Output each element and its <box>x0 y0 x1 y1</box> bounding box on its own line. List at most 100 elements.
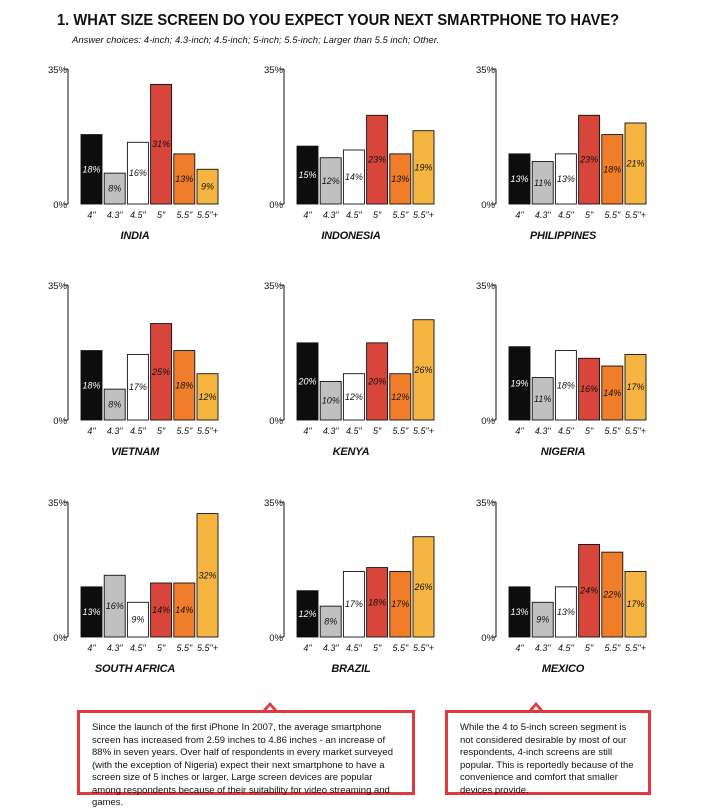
bar <box>531 377 554 421</box>
bar-value-label: 16% <box>106 601 124 611</box>
y-tick-label: 35% <box>264 281 284 292</box>
y-tick-label: 0% <box>269 633 283 644</box>
bar <box>319 380 342 421</box>
y-tick-label: 35% <box>264 498 284 509</box>
bar-value-label: 8% <box>108 400 121 410</box>
x-tick-label: 5" <box>157 426 166 436</box>
y-tick-label: 35% <box>476 281 496 292</box>
bar-chart: 35% 0% 15% 4" 12% 4.3" 14% 4.5" 23% 5" 13% 5.5" 19% 5… <box>264 65 435 220</box>
bar-value-label: 17% <box>391 599 409 609</box>
bar-chart: 35% 0% 18% 4" 8% 4.3" 17% 4.5" 25% 5" 18% 5.5" 12% 5.… <box>48 281 219 436</box>
bar <box>389 373 412 421</box>
bar <box>150 83 173 205</box>
bar-value-label: 18% <box>82 164 100 174</box>
bar-value-label: 21% <box>625 159 644 169</box>
bar-value-label: 20% <box>297 376 316 386</box>
bar-value-label: 19% <box>510 378 528 388</box>
bar <box>578 114 601 205</box>
x-tick-label: 5" <box>157 210 166 220</box>
x-tick-label: 4.3" <box>535 643 552 653</box>
bar-chart: 35% 0% 19% 4" 11% 4.3" 18% 4.5" 16% 5" 14% 5.5" 17% 5… <box>476 281 647 436</box>
bar-value-label: 9% <box>201 182 214 192</box>
chart-panel-vietnam: 35% 0% 18% 4" 8% 4.3" 17% 4.5" 25% 5" 18% 5.5" 12% 5.… <box>20 278 220 493</box>
bar <box>319 605 342 638</box>
bar-value-label: 20% <box>367 376 386 386</box>
x-tick-label: 5" <box>585 210 594 220</box>
x-tick-label: 4" <box>515 426 524 436</box>
bar-chart: 35% 0% 18% 4" 8% 4.3" 16% 4.5" 31% 5" 13% 5.5" 9% 5.5… <box>48 65 219 220</box>
bar-value-label: 14% <box>152 605 170 615</box>
chart-title: KENYA <box>332 446 370 458</box>
bar <box>126 353 149 421</box>
bar <box>412 319 435 421</box>
bar-value-label: 13% <box>510 607 528 617</box>
bar <box>389 570 412 638</box>
x-tick-label: 5.5" <box>604 426 621 436</box>
bar <box>342 570 365 638</box>
bar <box>296 145 319 205</box>
bar-value-label: 12% <box>322 176 340 186</box>
x-tick-label: 4.5" <box>558 643 575 653</box>
x-tick-label: 5" <box>373 426 382 436</box>
bar-value-label: 23% <box>367 155 386 165</box>
bar-value-label: 18% <box>175 380 193 390</box>
bar <box>80 350 103 421</box>
y-tick-label: 0% <box>481 416 495 427</box>
bar <box>578 543 601 638</box>
bar <box>578 357 601 421</box>
bar-value-label: 16% <box>580 384 598 394</box>
note-box-left: Since the launch of the first iPhone In … <box>77 710 415 808</box>
x-tick-label: 4.3" <box>323 643 340 653</box>
bar-value-label: 17% <box>129 382 147 392</box>
bar <box>173 582 196 638</box>
bar-value-label: 10% <box>322 396 340 406</box>
bar <box>554 350 577 421</box>
chart-title: VIETNAM <box>110 446 160 458</box>
bar <box>80 586 103 638</box>
x-tick-label: 4.5" <box>558 210 575 220</box>
bar-chart: 35% 0% 12% 4" 8% 4.3" 17% 4.5" 18% 5" 17% 5.5" 26% 5.… <box>264 498 435 653</box>
bar-value-label: 13% <box>391 174 409 184</box>
bar-value-label: 12% <box>391 392 409 402</box>
bar-value-label: 18% <box>82 380 100 390</box>
y-tick-label: 35% <box>48 281 68 292</box>
bar <box>624 122 647 205</box>
x-tick-label: 4.5" <box>346 210 363 220</box>
x-tick-label: 4.5" <box>558 426 575 436</box>
chart-panel-south-africa: 35% 0% 13% 4" 16% 4.3" 9% 4.5" 14% 5" 14% 5.5" 32% 5.… <box>20 495 220 710</box>
bar <box>554 586 577 638</box>
bar-value-label: 12% <box>345 392 363 402</box>
chart-panel-indonesia: 35% 0% 15% 4" 12% 4.3" 14% 4.5" 23% 5" 13% 5.5" 19% 5… <box>236 62 436 277</box>
x-tick-label: 5.5"+ <box>197 426 218 436</box>
x-tick-label: 4.3" <box>535 210 552 220</box>
bar-value-label: 9% <box>131 615 144 625</box>
bar-value-label: 8% <box>324 617 337 627</box>
page-title: 1. WHAT SIZE SCREEN DO YOU EXPECT YOUR N… <box>57 12 620 29</box>
x-tick-label: 5.5" <box>176 643 193 653</box>
chart-title: SOUTH AFRICA <box>94 663 176 675</box>
x-tick-label: 5.5"+ <box>413 210 434 220</box>
chart-title: BRAZIL <box>331 663 371 675</box>
x-tick-label: 4.3" <box>107 426 124 436</box>
bar-value-label: 17% <box>626 382 644 392</box>
y-tick-label: 0% <box>53 200 67 211</box>
x-tick-label: 4.3" <box>107 643 124 653</box>
bar-chart: 35% 0% 13% 4" 11% 4.3" 13% 4.5" 23% 5" 18% 5.5" 21% 5… <box>476 65 647 220</box>
bar <box>173 350 196 421</box>
bar <box>126 141 149 205</box>
x-tick-label: 4" <box>303 426 312 436</box>
note-box-right: While the 4 to 5-inch screen segment is … <box>445 710 651 796</box>
x-tick-label: 5.5" <box>176 210 193 220</box>
bar-value-label: 31% <box>152 139 170 149</box>
bar-value-label: 14% <box>345 172 363 182</box>
bar-value-label: 26% <box>413 582 432 592</box>
bar <box>508 346 531 421</box>
bar <box>389 153 412 205</box>
chart-panel-philippines: 35% 0% 13% 4" 11% 4.3" 13% 4.5" 23% 5" 18% 5.5" 21% 5… <box>448 62 648 277</box>
bar <box>601 551 624 638</box>
bar-value-label: 13% <box>175 174 193 184</box>
bar-value-label: 23% <box>579 155 598 165</box>
y-tick-label: 0% <box>53 633 67 644</box>
bar <box>508 586 531 638</box>
bar-value-label: 26% <box>413 365 432 375</box>
